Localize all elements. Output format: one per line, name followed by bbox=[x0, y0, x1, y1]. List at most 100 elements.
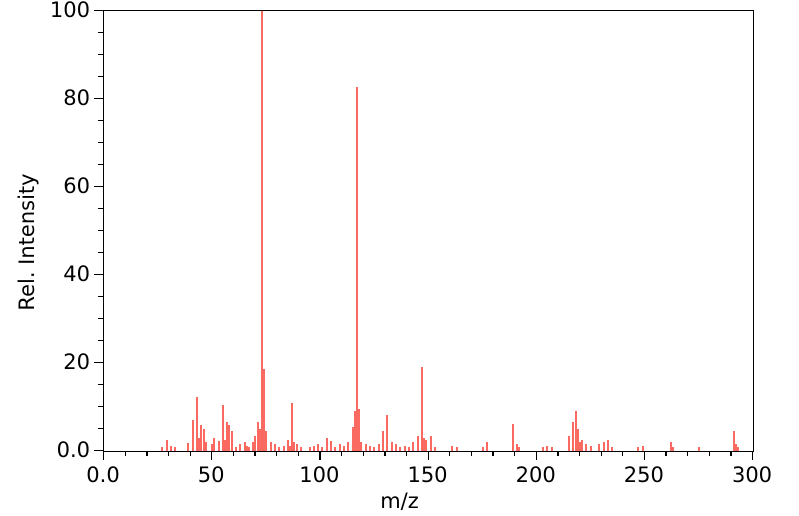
x-tick-major bbox=[752, 451, 754, 460]
spectrum-peak bbox=[611, 446, 614, 451]
peaks-layer bbox=[104, 11, 753, 451]
spectrum-peak bbox=[386, 414, 389, 451]
spectrum-peak bbox=[191, 420, 194, 451]
spectrum-peak bbox=[637, 446, 640, 451]
x-tick-minor bbox=[665, 451, 667, 456]
spectrum-peak bbox=[585, 444, 588, 451]
y-tick-minor bbox=[98, 32, 103, 34]
spectrum-peak bbox=[356, 86, 359, 451]
y-tick-minor bbox=[98, 120, 103, 122]
spectrum-peak bbox=[351, 426, 354, 451]
spectrum-peak bbox=[697, 446, 700, 451]
y-tick-major bbox=[94, 274, 103, 276]
spectrum-peak bbox=[252, 442, 255, 451]
y-tick-major bbox=[94, 450, 103, 452]
spectrum-peak bbox=[641, 445, 644, 451]
spectrum-peak bbox=[312, 445, 315, 451]
x-tick-minor bbox=[276, 451, 278, 456]
spectrum-peak bbox=[239, 444, 242, 451]
spectrum-peak bbox=[234, 446, 237, 451]
spectrum-peak bbox=[572, 422, 575, 451]
y-tick-minor bbox=[98, 76, 103, 78]
y-tick-minor bbox=[98, 230, 103, 232]
y-tick-minor bbox=[98, 208, 103, 210]
spectrum-peak bbox=[433, 446, 436, 451]
spectrum-peak bbox=[399, 446, 402, 451]
spectrum-peak bbox=[330, 441, 333, 451]
spectrum-peak bbox=[245, 445, 248, 451]
x-tick-label: 100 bbox=[299, 463, 340, 487]
spectrum-peak bbox=[202, 429, 205, 451]
spectrum-peak bbox=[358, 409, 361, 451]
x-axis-title: m/z bbox=[380, 489, 419, 513]
spectrum-peak bbox=[165, 440, 168, 451]
spectrum-peak bbox=[174, 446, 177, 451]
x-tick-minor bbox=[146, 451, 148, 456]
y-tick-label: 80 bbox=[63, 86, 90, 110]
spectrum-peak bbox=[546, 445, 549, 451]
spectrum-peak bbox=[581, 440, 584, 451]
x-tick-minor bbox=[730, 451, 732, 456]
x-tick-major bbox=[643, 451, 646, 460]
spectrum-peak bbox=[429, 435, 432, 451]
y-tick-label: 20 bbox=[63, 350, 90, 374]
spectrum-peak bbox=[211, 444, 214, 451]
spectrum-peak bbox=[334, 446, 337, 451]
x-tick-label: 0.0 bbox=[86, 463, 120, 487]
spectrum-peak bbox=[317, 444, 320, 451]
x-tick-label: 150 bbox=[407, 463, 448, 487]
y-tick-major bbox=[94, 186, 103, 188]
spectrum-peak bbox=[408, 446, 411, 451]
x-tick-minor bbox=[687, 451, 689, 456]
spectrum-peak bbox=[286, 440, 289, 451]
spectrum-peak bbox=[373, 446, 376, 451]
spectrum-peak bbox=[607, 440, 610, 451]
spectrum-peak bbox=[669, 442, 672, 451]
spectrum-peak bbox=[273, 444, 276, 451]
spectrum-peak bbox=[187, 443, 190, 451]
spectrum-peak bbox=[258, 429, 261, 451]
spectrum-peak bbox=[204, 442, 207, 451]
spectrum-peak bbox=[734, 444, 737, 451]
x-tick-label: 50 bbox=[197, 463, 225, 487]
spectrum-peak bbox=[347, 442, 350, 451]
spectrum-peak bbox=[217, 441, 220, 451]
x-tick-minor bbox=[124, 451, 126, 456]
spectrum-peak bbox=[598, 444, 601, 451]
y-tick-label: 60 bbox=[63, 174, 90, 198]
x-tick-major bbox=[211, 451, 213, 460]
x-tick-major bbox=[535, 451, 537, 460]
spectrum-peak bbox=[390, 442, 393, 451]
spectrum-peak bbox=[256, 422, 259, 451]
y-axis-title: Rel. Intensity bbox=[15, 173, 39, 311]
spectrum-peak bbox=[293, 442, 296, 451]
x-tick-minor bbox=[362, 451, 364, 456]
spectrum-peak bbox=[198, 437, 201, 451]
y-tick-major bbox=[94, 10, 103, 12]
y-tick-label: 40 bbox=[63, 262, 90, 286]
spectrum-peak bbox=[213, 437, 216, 451]
y-tick-label: 100 bbox=[49, 0, 90, 22]
spectrum-peak bbox=[321, 446, 324, 451]
spectrum-peak bbox=[289, 445, 292, 451]
spectrum-peak bbox=[196, 396, 199, 451]
spectrum-peak bbox=[369, 445, 372, 451]
y-tick-minor bbox=[98, 428, 103, 430]
spectrum-peak bbox=[602, 442, 605, 451]
spectrum-peak bbox=[269, 442, 272, 451]
spectrum-peak bbox=[278, 446, 281, 451]
spectrum-peak bbox=[576, 429, 579, 451]
y-tick-minor bbox=[98, 54, 103, 56]
x-tick-minor bbox=[600, 451, 602, 456]
spectrum-peak bbox=[574, 411, 577, 451]
spectrum-peak bbox=[291, 403, 294, 451]
spectrum-peak bbox=[200, 424, 203, 451]
spectrum-peak bbox=[325, 437, 328, 451]
y-tick-minor bbox=[98, 406, 103, 408]
spectrum-peak bbox=[451, 445, 454, 451]
spectrum-peak bbox=[224, 440, 227, 451]
x-tick-label: 250 bbox=[623, 463, 664, 487]
x-tick-major bbox=[103, 451, 105, 460]
spectrum-peak bbox=[295, 444, 298, 451]
